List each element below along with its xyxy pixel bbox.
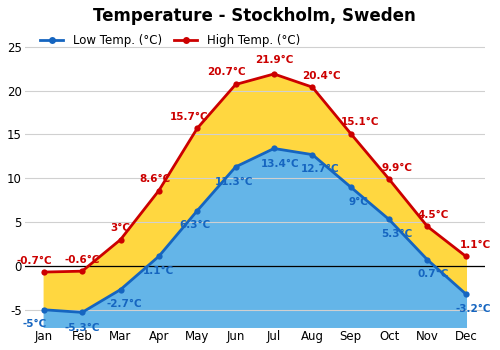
Text: -3.2°C: -3.2°C bbox=[456, 303, 491, 314]
Text: -5.3°C: -5.3°C bbox=[64, 323, 100, 333]
Text: 9°C: 9°C bbox=[348, 197, 368, 207]
Text: 21.9°C: 21.9°C bbox=[255, 55, 293, 65]
Title: Temperature - Stockholm, Sweden: Temperature - Stockholm, Sweden bbox=[94, 7, 416, 25]
Text: 20.4°C: 20.4°C bbox=[302, 71, 341, 81]
Text: 20.7°C: 20.7°C bbox=[206, 66, 246, 77]
Text: -0.6°C: -0.6°C bbox=[64, 255, 100, 265]
Text: 3°C: 3°C bbox=[110, 224, 130, 233]
Text: -2.7°C: -2.7°C bbox=[106, 299, 142, 309]
Text: 13.4°C: 13.4°C bbox=[260, 159, 299, 169]
Text: 5.3°C: 5.3°C bbox=[381, 229, 412, 239]
Text: -5°C: -5°C bbox=[22, 320, 46, 329]
Text: 1.1°C: 1.1°C bbox=[144, 266, 174, 276]
Text: 4.5°C: 4.5°C bbox=[418, 210, 449, 220]
Text: 11.3°C: 11.3°C bbox=[214, 177, 253, 187]
Text: -0.7°C: -0.7°C bbox=[16, 256, 52, 266]
Text: 15.7°C: 15.7°C bbox=[170, 112, 209, 122]
Text: 12.7°C: 12.7°C bbox=[300, 164, 340, 174]
Legend: Low Temp. (°C), High Temp. (°C): Low Temp. (°C), High Temp. (°C) bbox=[35, 29, 305, 52]
Text: 9.9°C: 9.9°C bbox=[382, 163, 412, 173]
Text: 15.1°C: 15.1°C bbox=[341, 118, 380, 127]
Text: 0.7°C: 0.7°C bbox=[418, 270, 449, 279]
Text: 1.1°C: 1.1°C bbox=[460, 240, 491, 250]
Text: 8.6°C: 8.6°C bbox=[140, 174, 170, 184]
Text: 6.3°C: 6.3°C bbox=[180, 220, 211, 230]
